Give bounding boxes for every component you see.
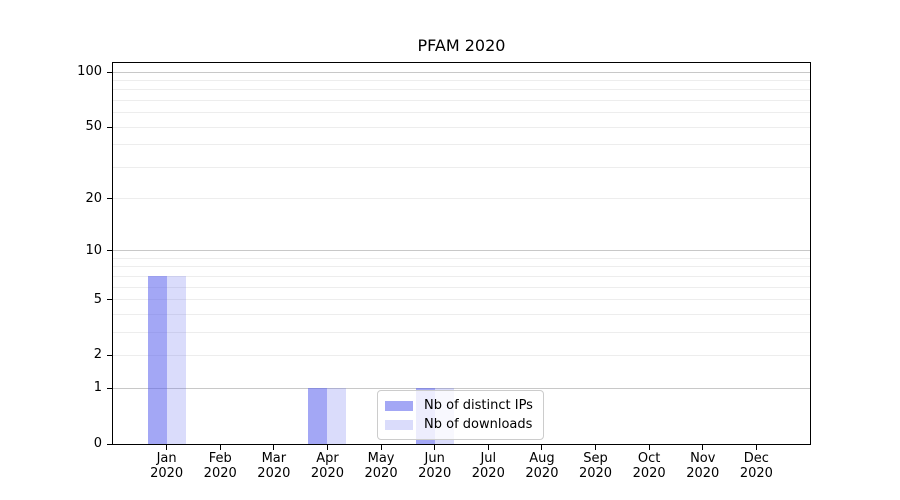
plot-area: Nb of distinct IPs Nb of downloads (113, 63, 810, 444)
x-tick-label-jan: Jan 2020 (150, 451, 184, 481)
gridline-minor-30 (113, 166, 810, 168)
gridline-minor-50 (113, 126, 810, 128)
gridline-minor-3 (113, 331, 810, 333)
legend-swatch-distinct-ips-icon (385, 400, 413, 411)
legend: Nb of distinct IPs Nb of downloads (377, 390, 544, 440)
gridline-minor-9 (113, 257, 810, 259)
x-tick-label-mar: Mar 2020 (257, 451, 291, 481)
gridline-minor-6 (113, 286, 810, 288)
y-tick-mark-2 (107, 354, 113, 356)
bar-apr-downloads (327, 388, 347, 444)
legend-label-distinct-ips: Nb of distinct IPs (424, 398, 533, 413)
gridline-minor-70 (113, 99, 810, 101)
y-tick-label-100: 100 (77, 64, 102, 80)
chart-title: PFAM 2020 (417, 36, 506, 55)
gridline-minor-20 (113, 198, 810, 200)
gridline-minor-2 (113, 354, 810, 356)
x-tick-label-jul: Jul 2020 (471, 451, 505, 481)
plot-border (112, 62, 811, 445)
gridline-major-1 (113, 387, 810, 389)
legend-swatch-downloads-icon (385, 419, 413, 430)
x-tick-mark-feb (219, 445, 221, 450)
gridline-major-100 (113, 71, 810, 73)
x-tick-label-oct: Oct 2020 (632, 451, 666, 481)
y-tick-label-2: 2 (93, 347, 102, 363)
y-tick-label-0: 0 (93, 436, 102, 451)
x-tick-label-may: May 2020 (364, 451, 398, 481)
gridline-minor-7 (113, 275, 810, 277)
bar-apr-distinct-ips (308, 388, 328, 444)
x-tick-label-jun: Jun 2020 (418, 451, 452, 481)
x-tick-label-aug: Aug 2020 (525, 451, 559, 481)
y-tick-mark-0 (107, 443, 113, 445)
grid-layer (113, 63, 810, 444)
x-tick-mark-apr (326, 445, 328, 450)
x-tick-label-feb: Feb 2020 (203, 451, 237, 481)
x-tick-mark-may (380, 445, 382, 450)
gridline-major-10 (113, 250, 810, 252)
gridline-minor-80 (113, 89, 810, 91)
y-tick-mark-5 (107, 299, 113, 301)
gridline-minor-60 (113, 112, 810, 114)
y-tick-label-20: 20 (85, 190, 102, 206)
bar-jan-downloads (166, 276, 186, 444)
gridline-minor-8 (113, 266, 810, 268)
y-tick-label-1: 1 (93, 380, 102, 396)
y-tick-mark-1 (107, 387, 113, 389)
x-tick-label-apr: Apr 2020 (310, 451, 344, 481)
x-tick-mark-jul (487, 445, 489, 450)
x-tick-label-sep: Sep 2020 (578, 451, 613, 481)
legend-item-downloads: Nb of downloads (385, 415, 535, 434)
x-tick-label-dec: Dec 2020 (739, 451, 773, 481)
y-tick-mark-50 (107, 126, 113, 128)
y-tick-mark-10 (107, 250, 113, 252)
gridline-minor-4 (113, 313, 810, 315)
gridline-minor-40 (113, 144, 810, 146)
bars-layer (113, 63, 810, 444)
x-tick-label-nov: Nov 2020 (686, 451, 720, 481)
x-tick-mark-aug (541, 445, 543, 450)
x-tick-mark-oct (648, 445, 650, 450)
bar-jan-distinct-ips (147, 276, 167, 444)
legend-label-downloads: Nb of downloads (424, 417, 533, 432)
gridline-minor-5 (113, 299, 810, 301)
x-tick-mark-jun (434, 445, 436, 450)
y-tick-label-50: 50 (85, 119, 102, 135)
x-tick-mark-dec (755, 445, 757, 450)
x-tick-mark-sep (595, 445, 597, 450)
y-tick-label-10: 10 (85, 242, 102, 258)
x-tick-mark-jan (166, 445, 168, 450)
x-tick-mark-nov (702, 445, 704, 450)
y-tick-mark-100 (107, 71, 113, 73)
y-tick-mark-20 (107, 198, 113, 200)
gridline-minor-90 (113, 79, 810, 81)
legend-item-distinct-ips: Nb of distinct IPs (385, 396, 535, 415)
y-tick-label-5: 5 (93, 291, 102, 307)
x-tick-mark-mar (273, 445, 275, 450)
